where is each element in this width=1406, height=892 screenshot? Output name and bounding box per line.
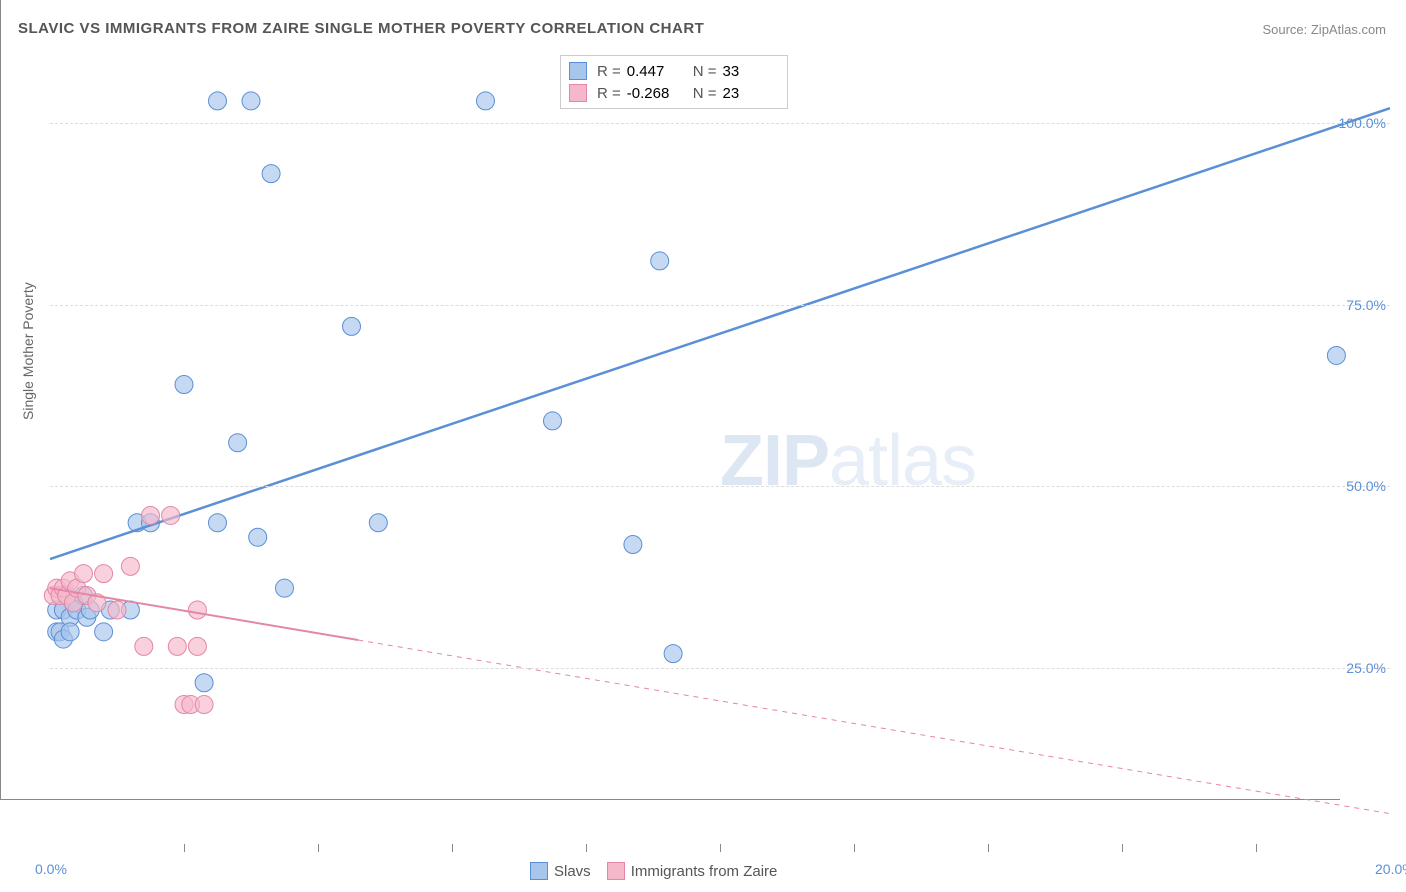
- swatch-slavs-icon: [530, 862, 548, 880]
- gridline: [50, 123, 1390, 124]
- y-tick-label: 100.0%: [1339, 115, 1386, 131]
- data-point: [188, 637, 206, 655]
- data-point: [209, 514, 227, 532]
- x-tick-mark: [184, 844, 185, 852]
- data-point: [651, 252, 669, 270]
- x-tick-mark: [586, 844, 587, 852]
- y-tick-label: 50.0%: [1346, 478, 1386, 494]
- data-point: [162, 506, 180, 524]
- stats-row-slavs: R = 0.447 N = 33: [569, 60, 779, 82]
- legend-item-slavs: Slavs: [530, 862, 591, 880]
- data-point: [229, 434, 247, 452]
- data-point: [108, 601, 126, 619]
- gridline: [50, 668, 1390, 669]
- data-point: [75, 565, 93, 583]
- x-tick-label: 0.0%: [35, 861, 67, 877]
- r-label: R =: [597, 85, 621, 102]
- data-point: [142, 506, 160, 524]
- data-point: [209, 92, 227, 110]
- data-point: [343, 317, 361, 335]
- y-tick-label: 25.0%: [1346, 660, 1386, 676]
- data-point: [188, 601, 206, 619]
- legend-label-zaire: Immigrants from Zaire: [631, 863, 778, 880]
- data-point: [135, 637, 153, 655]
- data-point: [1327, 346, 1345, 364]
- data-point: [544, 412, 562, 430]
- data-point: [195, 696, 213, 714]
- chart-svg: [50, 50, 1390, 850]
- swatch-slavs-icon: [569, 62, 587, 80]
- n-label: N =: [693, 85, 717, 102]
- x-tick-mark: [720, 844, 721, 852]
- data-point: [95, 623, 113, 641]
- data-point: [175, 376, 193, 394]
- x-tick-mark: [1256, 844, 1257, 852]
- r-value-slavs: 0.447: [627, 63, 683, 80]
- data-point: [249, 528, 267, 546]
- r-label: R =: [597, 63, 621, 80]
- data-point: [624, 536, 642, 554]
- gridline: [50, 305, 1390, 306]
- data-point: [195, 674, 213, 692]
- x-tick-label: 20.0%: [1375, 861, 1406, 877]
- data-point: [242, 92, 260, 110]
- regression-line: [50, 108, 1390, 559]
- data-point: [369, 514, 387, 532]
- data-point: [262, 165, 280, 183]
- swatch-zaire-icon: [607, 862, 625, 880]
- legend-item-zaire: Immigrants from Zaire: [607, 862, 778, 880]
- x-tick-mark: [1122, 844, 1123, 852]
- regression-line-dashed: [358, 640, 1390, 814]
- gridline: [50, 486, 1390, 487]
- n-value-slavs: 33: [723, 63, 779, 80]
- data-point: [95, 565, 113, 583]
- x-tick-mark: [452, 844, 453, 852]
- x-tick-mark: [318, 844, 319, 852]
- data-point: [168, 637, 186, 655]
- legend-label-slavs: Slavs: [554, 863, 591, 880]
- n-value-zaire: 23: [723, 85, 779, 102]
- data-point: [664, 645, 682, 663]
- data-point: [477, 92, 495, 110]
- x-tick-mark: [988, 844, 989, 852]
- data-point: [121, 557, 139, 575]
- swatch-zaire-icon: [569, 84, 587, 102]
- r-value-zaire: -0.268: [627, 85, 683, 102]
- stats-row-zaire: R = -0.268 N = 23: [569, 82, 779, 104]
- series-legend: Slavs Immigrants from Zaire: [530, 862, 777, 880]
- x-tick-mark: [854, 844, 855, 852]
- data-point: [276, 579, 294, 597]
- y-tick-label: 75.0%: [1346, 297, 1386, 313]
- stats-legend: R = 0.447 N = 33 R = -0.268 N = 23: [560, 55, 788, 109]
- n-label: N =: [693, 63, 717, 80]
- data-point: [61, 623, 79, 641]
